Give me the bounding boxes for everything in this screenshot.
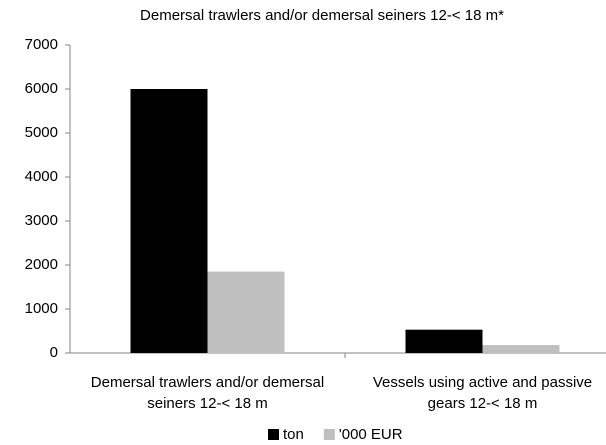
y-tick-label: 5000 <box>25 124 58 141</box>
x-tick-label: Vessels using active and passive gears 1… <box>372 374 593 412</box>
bar <box>130 89 208 353</box>
y-tick-label: 3000 <box>25 212 58 229</box>
bar <box>482 345 560 353</box>
x-tick-label: Demersal trawlers and/or demersal seiner… <box>90 374 325 412</box>
legend-swatch <box>323 429 335 440</box>
bar <box>405 329 483 353</box>
y-tick-label: 6000 <box>25 80 58 97</box>
legend-label: '000 EUR <box>339 426 403 443</box>
legend-swatch <box>268 429 279 440</box>
chart-title: Demersal trawlers and/or demersal seiner… <box>140 7 504 24</box>
y-tick-label: 7000 <box>25 36 58 53</box>
y-tick-label: 4000 <box>25 168 58 185</box>
legend-label: ton <box>283 426 304 443</box>
bar <box>207 271 285 353</box>
y-tick-label: 1000 <box>25 300 58 317</box>
y-tick-label: 0 <box>50 344 58 361</box>
y-tick-label: 2000 <box>25 256 58 273</box>
